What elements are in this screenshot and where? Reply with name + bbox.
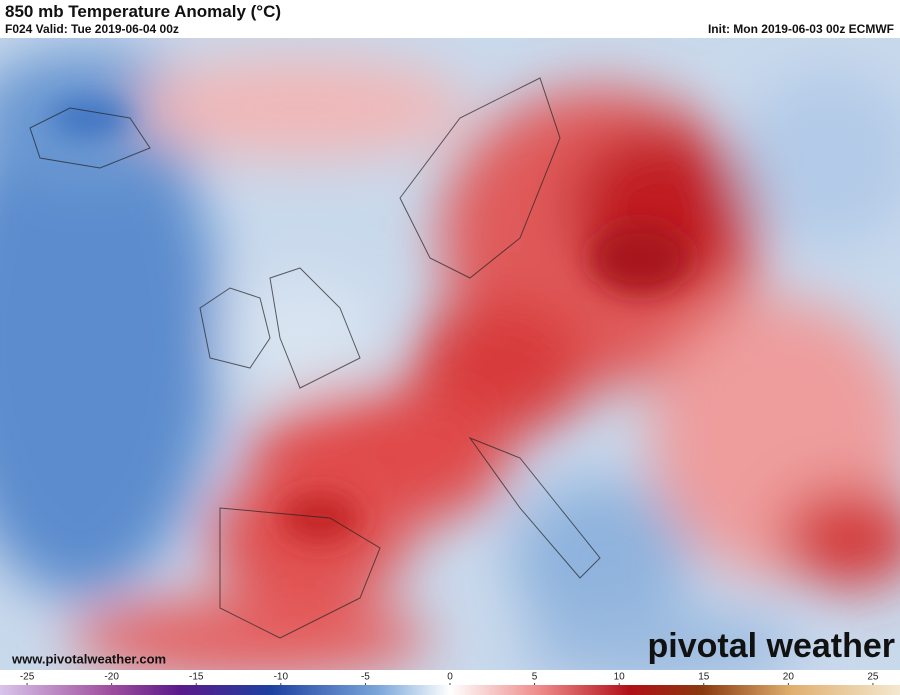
colorbar-tick-label: -10 xyxy=(274,672,289,683)
colorbar-tick-label: 10 xyxy=(614,672,626,683)
colorbar-tick-label: -25 xyxy=(20,672,35,683)
colorbar: -25 -20 -15 -10 -5 0 5 10 15 20 25 xyxy=(0,672,900,695)
logo: pivotal weather xyxy=(647,627,895,665)
colorbar-tick-label: 15 xyxy=(698,672,710,683)
colorbar-tick-label: -20 xyxy=(104,672,119,683)
colorbar-tick-label: 25 xyxy=(867,672,879,683)
valid-time: F024 Valid: Tue 2019-06-04 00z xyxy=(5,22,179,36)
map: www.pivotalweather.com pivotal weather xyxy=(0,38,900,670)
website: www.pivotalweather.com xyxy=(11,651,166,666)
colorbar-tick-label: -5 xyxy=(361,672,370,683)
colorbar-tick-label: 5 xyxy=(532,672,538,683)
colorbar-tick-label: 0 xyxy=(447,672,453,683)
colorbar-tick-label: -15 xyxy=(189,672,204,683)
title: 850 mb Temperature Anomaly (°C) xyxy=(5,2,282,21)
init-time: Init: Mon 2019-06-03 00z ECMWF xyxy=(707,22,894,36)
colorbar-strip xyxy=(0,685,900,695)
colorbar-tick-label: 20 xyxy=(783,672,795,683)
